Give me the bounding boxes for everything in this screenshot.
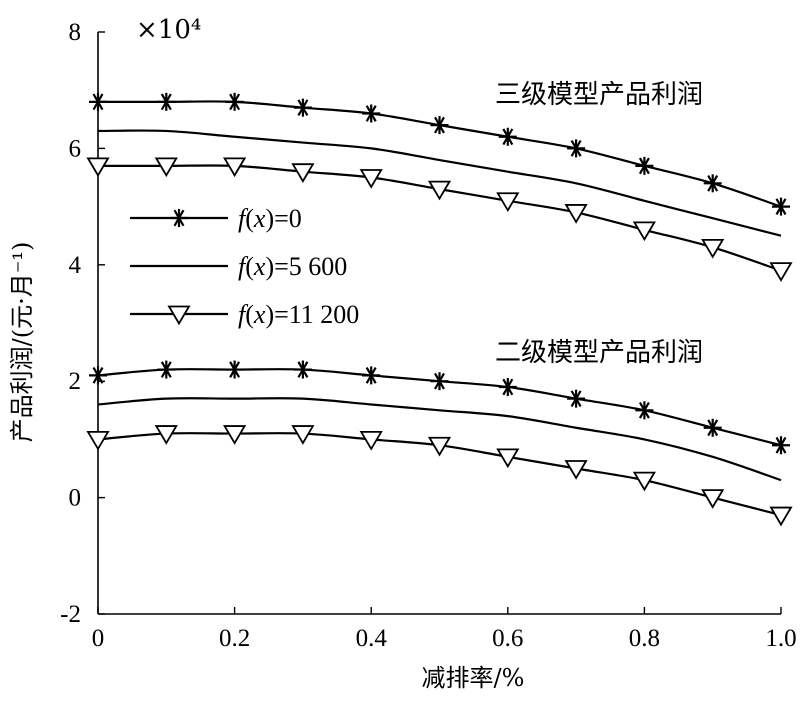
axes <box>97 32 781 615</box>
asterisk-marker <box>703 418 722 437</box>
asterisk-marker <box>157 360 176 379</box>
triangle-down-marker <box>86 430 110 451</box>
triangle-down-marker <box>167 305 191 326</box>
triangle-down-marker <box>564 204 588 224</box>
x-tick-label: 0.4 <box>356 625 388 652</box>
legend-item: f(x)=5 600 <box>130 252 347 281</box>
triangle-down-marker <box>632 221 656 242</box>
x-tick-label: 0.8 <box>629 625 660 652</box>
asterisk-marker <box>89 92 107 111</box>
asterisk-marker <box>635 156 654 175</box>
triangle-down-marker <box>701 489 725 509</box>
triangle-down-marker <box>154 157 178 178</box>
y-tick-label: 0 <box>69 485 82 512</box>
asterisk-marker <box>430 372 449 391</box>
y-tick-label: 4 <box>69 252 82 279</box>
asterisk-marker <box>293 360 312 379</box>
annotation-two-level: 二级模型产品利润 <box>495 338 703 368</box>
y-tick-label: -2 <box>60 601 81 628</box>
y-tick-label: 8 <box>69 19 82 46</box>
legend: f(x)=0 f(x)=5 600 f(x)=11 200 <box>130 204 359 329</box>
triangle-down-marker <box>359 169 383 189</box>
asterisk-marker <box>498 378 517 397</box>
series-group-1 <box>86 360 793 527</box>
triangle-down-marker <box>291 425 315 445</box>
asterisk-marker <box>772 436 790 455</box>
triangle-down-marker <box>223 157 247 178</box>
legend-item: f(x)=0 <box>130 204 302 233</box>
asterisk-marker <box>703 174 722 193</box>
series-layer <box>86 92 793 527</box>
triangle-down-marker <box>86 157 110 178</box>
y-tick-label: 2 <box>69 368 82 395</box>
triangle-down-marker <box>427 180 452 201</box>
series-group-0 <box>86 92 793 282</box>
asterisk-marker <box>567 389 586 408</box>
x-tick-label: 0 <box>92 625 105 652</box>
y-axis-title: 产品利润/(元·月⁻¹) <box>8 242 36 443</box>
triangle-down-marker <box>769 506 793 527</box>
legend-label: f(x)=0 <box>238 204 302 233</box>
series-line-1 <box>97 397 782 482</box>
asterisk-marker <box>772 197 790 216</box>
triangle-down-marker <box>223 425 247 445</box>
asterisk-marker <box>157 92 176 111</box>
asterisk-marker <box>225 92 244 111</box>
legend-item: f(x)=11 200 <box>130 300 359 329</box>
asterisk-marker <box>293 98 312 117</box>
x-tick-label: 0.2 <box>219 625 250 652</box>
triangle-down-marker <box>769 262 793 282</box>
asterisk-marker <box>362 104 381 123</box>
asterisk-marker <box>170 209 188 227</box>
annotation-three-level: 三级模型产品利润 <box>495 80 703 110</box>
triangle-down-marker <box>701 238 725 259</box>
triangle-down-marker <box>564 460 588 480</box>
triangle-down-marker <box>427 436 452 457</box>
scale-label: ×10⁴ <box>136 15 201 45</box>
triangle-down-marker <box>291 163 315 183</box>
asterisk-marker <box>567 139 586 158</box>
x-axis-title: 减排率/% <box>422 664 525 692</box>
asterisk-marker <box>362 366 381 385</box>
x-tick-label: 1.0 <box>765 625 796 652</box>
x-tick-label: 0.6 <box>492 625 523 652</box>
triangle-down-marker <box>496 448 520 469</box>
asterisk-marker <box>225 360 244 379</box>
triangle-down-marker <box>359 430 383 451</box>
legend-label: f(x)=11 200 <box>238 300 359 329</box>
triangle-down-marker <box>154 425 178 445</box>
asterisk-marker <box>498 127 517 146</box>
triangle-down-marker <box>632 471 656 492</box>
asterisk-marker <box>89 366 107 385</box>
legend-label: f(x)=5 600 <box>238 252 347 281</box>
ticks: -2 0 2 4 6 8 0 0.2 0.4 0.6 0.8 1.0 <box>60 19 796 652</box>
series-line-1 <box>97 129 782 237</box>
y-tick-label: 6 <box>69 135 82 162</box>
asterisk-marker <box>635 401 654 420</box>
triangle-down-marker <box>496 192 520 213</box>
asterisk-marker <box>430 116 449 135</box>
